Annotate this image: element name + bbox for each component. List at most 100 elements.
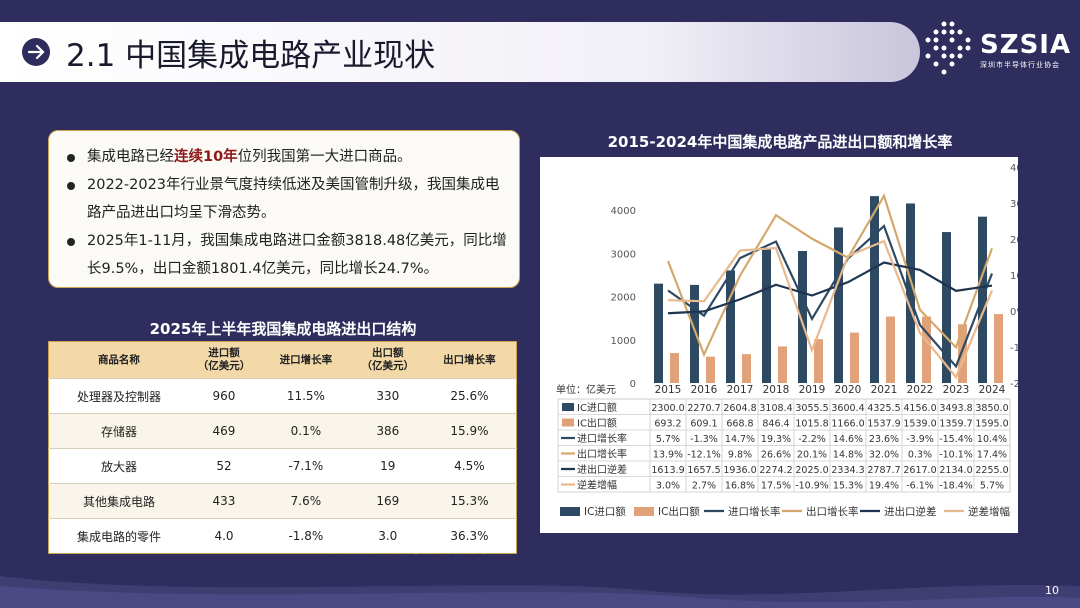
- data-table-value: 1015.8: [795, 419, 828, 430]
- data-table-value: -1.3%: [690, 434, 718, 445]
- bar-import: [942, 232, 951, 383]
- table-cell: 4.0: [188, 518, 260, 554]
- bullet-text: 集成电路已经: [87, 149, 174, 165]
- bullet-dot-icon: [67, 154, 75, 162]
- table-cell: 0.1%: [259, 413, 353, 449]
- data-table-value: -6.1%: [906, 481, 934, 492]
- data-table-value: -2.2%: [798, 434, 826, 445]
- data-table-value: 2274.2: [759, 465, 792, 476]
- table-header-row: 商品名称 进口额 （亿美元） 进口增长率 出口额 （亿美元） 出口增长率: [48, 341, 517, 379]
- data-table-value: 3108.4: [759, 403, 792, 414]
- y2-tick-label: 0%: [1010, 307, 1018, 318]
- y-tick-label: 0: [630, 379, 636, 390]
- summary-box: 集成电路已经连续10年位列我国第一大进口商品。 2022-2023年行业景气度持…: [48, 130, 520, 288]
- trade-chart: 0 1000 2000 3000 4000 -20% -10% 0% 10% 20% 30% 40% 2…: [556, 163, 1036, 518]
- data-table-value: 2255.0: [975, 465, 1008, 476]
- table-cell: 19: [352, 448, 423, 484]
- data-table-value: 2.7%: [692, 481, 716, 492]
- table-cell: 4.5%: [422, 448, 517, 484]
- table-cell: 36.3%: [422, 518, 517, 554]
- table-cell: 469: [188, 413, 260, 449]
- bullet-text: 2022-2023年行业景气度持续低迷及美国管制升级，我国集成电路产品进出口均呈…: [87, 177, 500, 221]
- data-table-value: 846.4: [762, 419, 789, 430]
- logo-text: SZSIA: [980, 30, 1072, 60]
- data-table-value: -10.1%: [939, 450, 973, 461]
- data-table-value: 14.7%: [725, 434, 755, 445]
- bar-import: [906, 203, 915, 383]
- data-table-value: 1537.9: [867, 419, 900, 430]
- data-table-value: 2604.8: [723, 403, 756, 414]
- table-cell: 其他集成电路: [48, 483, 189, 519]
- data-table-value: 1539.0: [903, 419, 936, 430]
- data-table-value: 3.0%: [656, 481, 680, 492]
- bar-export: [814, 339, 823, 383]
- legend-swatch: [562, 418, 574, 427]
- x-tick-label: 2024: [979, 384, 1006, 396]
- data-table-value: 9.8%: [728, 450, 752, 461]
- data-table-value: 15.3%: [833, 481, 863, 492]
- table-header: 进口增长率: [259, 341, 353, 379]
- bar-export: [742, 354, 751, 383]
- legend-label: IC出口额: [658, 505, 700, 518]
- bar-export: [706, 356, 715, 383]
- data-table-value: -12.1%: [687, 450, 721, 461]
- table-row: 放大器 52 -7.1% 19 4.5%: [48, 448, 517, 484]
- bar-export: [886, 316, 895, 383]
- legend-label: 出口增长率: [806, 505, 859, 518]
- data-table-series-label: 进口增长率: [577, 432, 627, 445]
- data-table-value: 19.4%: [869, 481, 899, 492]
- bar-import: [762, 248, 771, 383]
- bullet-text: 2025年1-11月，我国集成电路进口金额3818.48亿美元，同比增长9.5%…: [87, 233, 507, 277]
- page-number: 10: [1045, 584, 1059, 597]
- bullet-text: 位列我国第一大进口商品。: [237, 149, 412, 165]
- table-row: 处理器及控制器 960 11.5% 330 25.6%: [48, 378, 517, 414]
- table-row: 其他集成电路 433 7.6% 169 15.3%: [48, 483, 517, 519]
- series-line-3: [667, 239, 994, 380]
- table-title: 2025年上半年我国集成电路进出口结构: [149, 320, 417, 338]
- data-table-series-label: 出口增长率: [577, 448, 627, 461]
- table-header: 出口额 （亿美元）: [352, 341, 423, 379]
- x-tick-label: 2018: [763, 384, 790, 396]
- bar-export: [994, 314, 1003, 383]
- table-cell: 放大器: [48, 448, 189, 484]
- bar-export: [850, 332, 859, 383]
- y2-tick-label: 40%: [1010, 163, 1018, 174]
- x-tick-label: 2016: [691, 384, 718, 396]
- source-note: 资料来源：海关总署，集微咨询: [333, 542, 487, 555]
- table-cell: 3.0: [352, 518, 423, 554]
- bar-import: [654, 283, 663, 383]
- y-tick-label: 2000: [611, 293, 636, 304]
- data-table-value: 14.6%: [833, 434, 863, 445]
- data-table-value: 1613.9: [651, 465, 684, 476]
- table-cell: 386: [352, 413, 423, 449]
- x-tick-label: 2017: [727, 384, 754, 396]
- table-cell: 15.9%: [422, 413, 517, 449]
- data-table-value: 5.7%: [656, 434, 680, 445]
- bullet-highlight: 连续10年: [174, 149, 238, 165]
- data-table-value: 2270.7: [687, 403, 720, 414]
- legend-swatch: [562, 403, 574, 411]
- y-tick-label: 1000: [611, 336, 636, 347]
- series-line-2: [667, 261, 993, 315]
- data-table-value: 4156.0: [903, 403, 936, 414]
- x-tick-label: 2020: [835, 384, 862, 396]
- data-table-value: -3.9%: [906, 434, 934, 445]
- table-cell: 330: [352, 378, 423, 414]
- data-table-series-label: IC进口额: [577, 401, 617, 414]
- table-cell: -7.1%: [259, 448, 353, 484]
- table-row: 集成电路的零件 4.0 -1.8% 3.0 36.3%: [48, 518, 517, 554]
- data-table-value: 4325.5: [867, 403, 900, 414]
- data-table-series-label: IC出口额: [577, 417, 617, 430]
- table-cell: 25.6%: [422, 378, 517, 414]
- data-table-value: 23.6%: [869, 434, 899, 445]
- data-table-value: -18.4%: [939, 481, 973, 492]
- bar-export: [670, 353, 679, 383]
- bar-export: [778, 346, 787, 383]
- table-cell: 集成电路的零件: [48, 518, 189, 554]
- data-table-value: 3600.4: [831, 403, 864, 414]
- table-cell: 11.5%: [259, 378, 353, 414]
- y2-tick-label: 10%: [1010, 271, 1018, 282]
- data-table-value: 20.1%: [797, 450, 827, 461]
- data-table-value: 19.3%: [761, 434, 791, 445]
- title-bar: [0, 22, 920, 82]
